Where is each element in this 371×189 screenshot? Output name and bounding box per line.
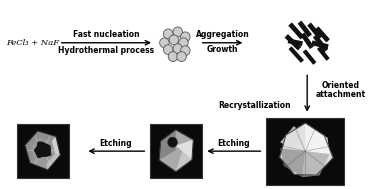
Circle shape: [173, 44, 183, 54]
Circle shape: [179, 38, 188, 48]
Text: Growth: Growth: [207, 45, 238, 54]
Polygon shape: [176, 140, 193, 160]
Circle shape: [164, 45, 173, 55]
Polygon shape: [37, 131, 56, 141]
Text: Oriented: Oriented: [322, 81, 359, 90]
Polygon shape: [46, 154, 60, 170]
Text: Aggregation: Aggregation: [196, 30, 249, 39]
Text: Etching: Etching: [99, 139, 132, 148]
Polygon shape: [280, 123, 333, 175]
Polygon shape: [176, 146, 192, 172]
Polygon shape: [280, 126, 302, 148]
Polygon shape: [25, 131, 39, 147]
Text: FeCl₃ + NaF: FeCl₃ + NaF: [6, 39, 59, 47]
Polygon shape: [305, 123, 329, 154]
Polygon shape: [25, 131, 60, 170]
FancyBboxPatch shape: [150, 124, 203, 178]
Text: Recrystallization: Recrystallization: [219, 101, 291, 110]
Circle shape: [169, 35, 179, 45]
Text: attachment: attachment: [315, 90, 365, 98]
Circle shape: [160, 38, 169, 48]
FancyBboxPatch shape: [266, 118, 344, 185]
Polygon shape: [302, 151, 329, 177]
Circle shape: [168, 137, 177, 147]
Polygon shape: [159, 130, 176, 160]
Polygon shape: [52, 136, 60, 155]
Circle shape: [181, 46, 190, 56]
Text: Hydrothermal process: Hydrothermal process: [58, 46, 154, 55]
FancyBboxPatch shape: [17, 124, 69, 178]
Polygon shape: [34, 142, 51, 158]
Circle shape: [168, 52, 178, 61]
Text: Fast nucleation: Fast nucleation: [73, 30, 139, 39]
Polygon shape: [280, 148, 305, 177]
Text: Etching: Etching: [217, 139, 250, 148]
Circle shape: [164, 29, 173, 39]
Circle shape: [181, 32, 190, 42]
Polygon shape: [25, 145, 35, 163]
Circle shape: [173, 27, 183, 37]
Circle shape: [177, 52, 186, 61]
Polygon shape: [159, 130, 193, 172]
